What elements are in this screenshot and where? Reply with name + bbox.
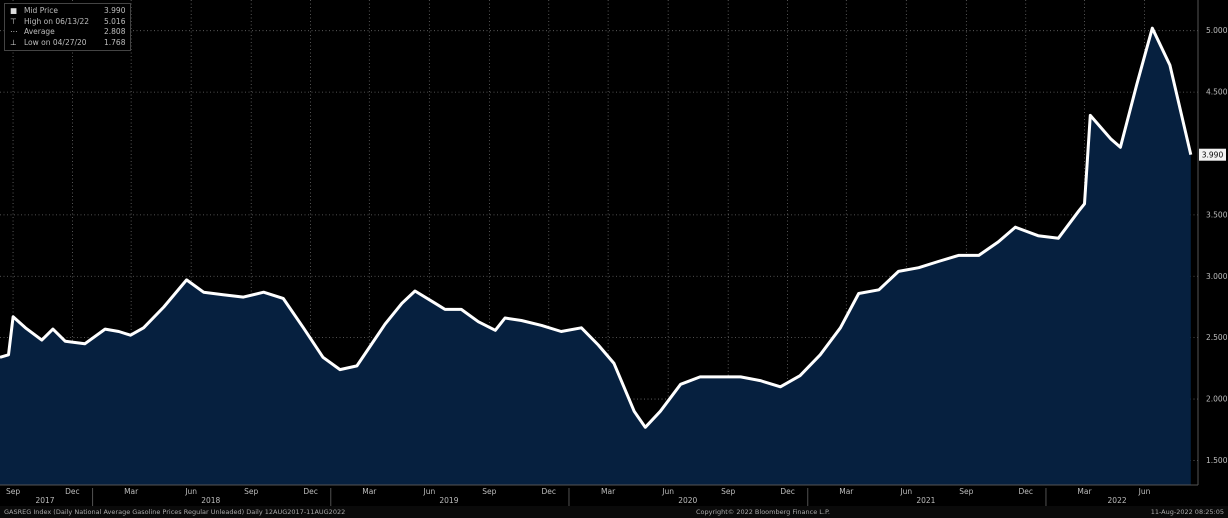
last-value-label: 3.990 bbox=[1202, 151, 1224, 160]
y-tick-label: 4.500 bbox=[1206, 88, 1228, 97]
footer-copyright: Copyright© 2022 Bloomberg Finance L.P. bbox=[696, 508, 830, 516]
x-tick-label: Jun bbox=[899, 487, 912, 496]
chart-footer: GASREG Index (Daily National Average Gas… bbox=[0, 506, 1228, 518]
chart-legend: ■ Mid Price 3.990 ⊤ High on 06/13/22 5.0… bbox=[4, 3, 132, 51]
x-tick-label: Mar bbox=[124, 487, 139, 496]
x-year-label: 2017 bbox=[35, 496, 54, 505]
x-tick-label: Dec bbox=[780, 487, 795, 496]
x-axis: Sep Dec Mar Jun Sep Dec Mar Jun Sep Dec Mar Jun Sep D… bbox=[0, 484, 1198, 506]
last-value-box bbox=[1199, 148, 1226, 161]
legend-marker: ⊥ bbox=[10, 37, 17, 47]
footer-timestamp: 11-Aug-2022 08:25:05 bbox=[1150, 508, 1224, 516]
x-tick-label: Mar bbox=[839, 487, 854, 496]
legend-label: Low on 04/27/20 bbox=[24, 37, 87, 47]
legend-value: 2.808 bbox=[104, 27, 126, 36]
legend-marker: ⊤ bbox=[10, 16, 17, 26]
x-tick-label: Jun bbox=[1138, 487, 1151, 496]
x-tick-label: Sep bbox=[244, 487, 258, 496]
legend-value: 1.768 bbox=[104, 37, 126, 47]
x-tick-label: Dec bbox=[1018, 487, 1033, 496]
x-year-label: 2020 bbox=[678, 496, 697, 505]
x-tick-label: Sep bbox=[6, 487, 20, 496]
y-tick-label: 5.000 bbox=[1206, 26, 1228, 35]
x-tick-label: Mar bbox=[1077, 487, 1092, 496]
x-tick-label: Jun bbox=[422, 487, 435, 496]
last-value-tag: 3.990 bbox=[1199, 148, 1226, 161]
legend-label: Mid Price bbox=[24, 6, 58, 15]
x-tick-label: Sep bbox=[959, 487, 973, 496]
footer-source: GASREG Index (Daily National Average Gas… bbox=[4, 508, 346, 516]
y-tick-label: 2.000 bbox=[1206, 395, 1228, 404]
x-tick-label: Dec bbox=[65, 487, 80, 496]
y-tick-label: 3.000 bbox=[1206, 272, 1228, 281]
legend-label: Average bbox=[24, 27, 55, 36]
x-tick-label: Dec bbox=[541, 487, 556, 496]
legend-value: 3.990 bbox=[104, 6, 126, 15]
price-area-fill bbox=[0, 28, 1191, 485]
x-tick-label: Sep bbox=[721, 487, 735, 496]
x-tick-label: Jun bbox=[184, 487, 197, 496]
y-tick-label: 2.500 bbox=[1206, 333, 1228, 342]
x-tick-label: Mar bbox=[601, 487, 616, 496]
legend-marker: ⋯ bbox=[10, 27, 18, 36]
x-tick-label: Mar bbox=[362, 487, 377, 496]
y-tick-label: 1.500 bbox=[1206, 456, 1228, 465]
x-tick-label: Sep bbox=[482, 487, 496, 496]
legend-item-average: ⋯ Average 2.808 bbox=[10, 27, 125, 38]
price-series-line bbox=[0, 26, 1193, 429]
legend-marker: ■ bbox=[10, 6, 18, 15]
legend-item-mid-price: ■ Mid Price 3.990 bbox=[10, 6, 125, 17]
legend-item-low: ⊥ Low on 04/27/20 1.768 bbox=[10, 38, 125, 49]
x-year-label: 2019 bbox=[439, 496, 458, 505]
legend-value: 5.016 bbox=[104, 16, 126, 26]
x-tick-label: Dec bbox=[303, 487, 318, 496]
x-year-label: 2018 bbox=[201, 496, 220, 505]
x-tick-label: Jun bbox=[661, 487, 674, 496]
x-year-label: 2022 bbox=[1108, 496, 1127, 505]
x-year-label: 2021 bbox=[916, 496, 935, 505]
y-axis: 5.000 4.500 3.500 3.000 2.500 2.000 1.500 bbox=[1197, 0, 1228, 485]
y-tick-label: 3.500 bbox=[1206, 210, 1228, 219]
legend-label: High on 06/13/22 bbox=[24, 16, 90, 26]
legend-item-high: ⊤ High on 06/13/22 5.016 bbox=[10, 17, 125, 28]
